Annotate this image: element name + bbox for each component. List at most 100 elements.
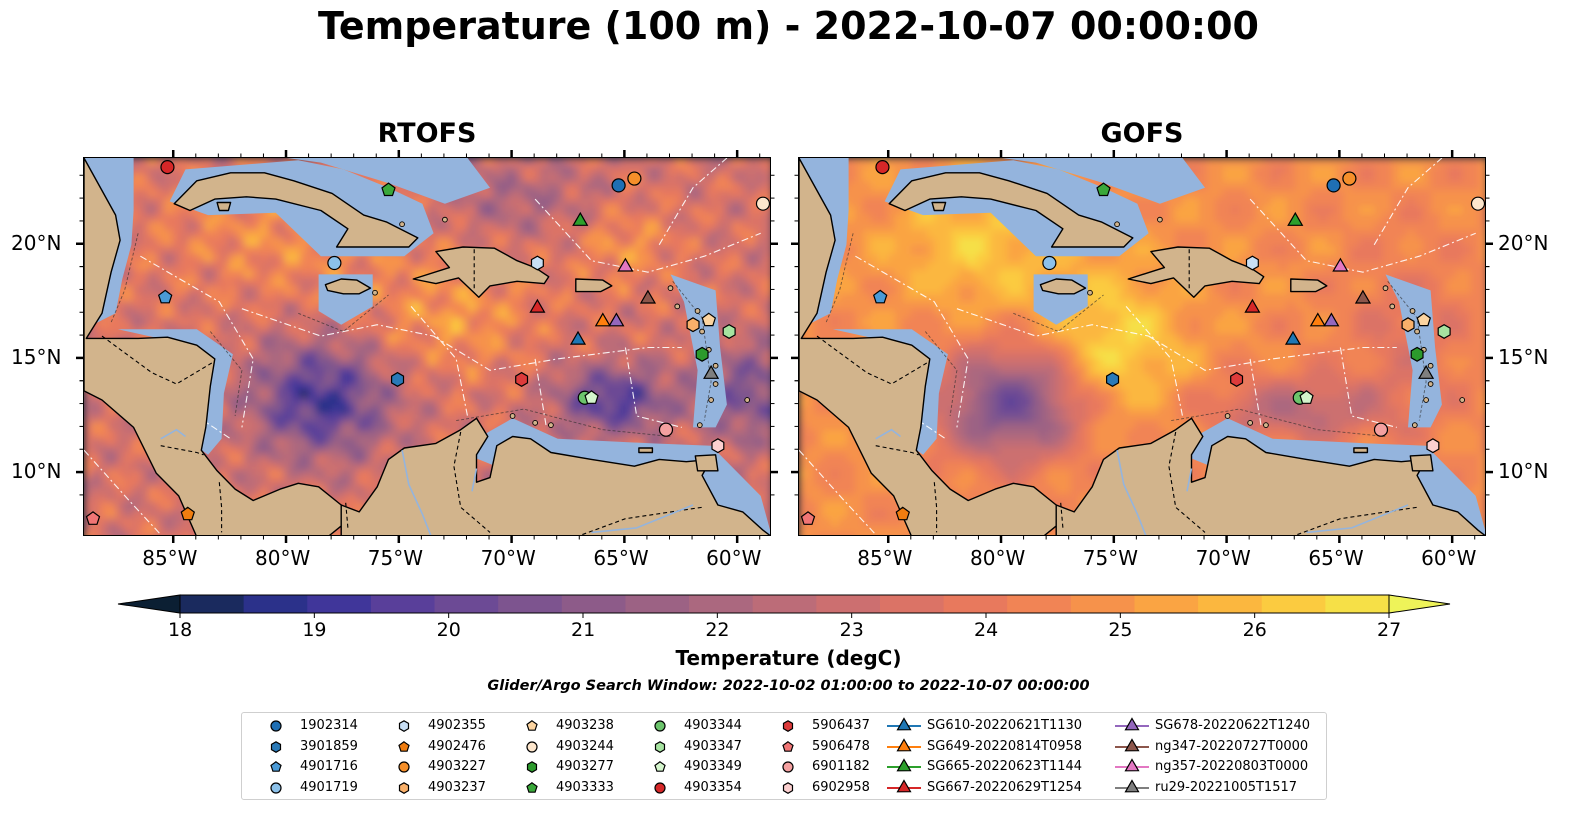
colorbar-tick-label: 26: [1242, 619, 1267, 641]
legend-marker: [526, 761, 538, 773]
lat-tick-label: 15°N: [11, 344, 62, 369]
marker-6901182: [1373, 422, 1389, 437]
lon-tick-label: 75°W: [1082, 546, 1139, 570]
lon-tick-label: 80°W: [255, 546, 311, 570]
legend-marker: [398, 761, 410, 773]
lon-tick-label: 75°W: [367, 546, 424, 570]
lon-tick-label: 65°W: [593, 546, 649, 570]
legend-marker: [398, 720, 410, 732]
colorbar-tick-label: 22: [705, 619, 730, 641]
colorbar-segment: [434, 595, 499, 613]
land-hispaniola: [412, 246, 550, 299]
land-cuba: [173, 172, 419, 248]
colorbar-segment: [1070, 595, 1136, 613]
land-central-america: [799, 158, 1066, 535]
colorbar-segment: [180, 595, 245, 613]
legend-swatch: [782, 720, 794, 732]
legend-marker: [526, 781, 538, 793]
colorbar-segment: [689, 595, 754, 613]
land-hispaniola: [1127, 246, 1265, 299]
colorbar-title: Temperature (degC): [675, 646, 902, 670]
marker-ng347-20220727T0000: [639, 289, 657, 304]
legend-label: 6901182: [812, 759, 870, 774]
marker-4903347: [722, 324, 736, 339]
legend-label: 4903347: [684, 738, 742, 754]
observation-markers: [85, 160, 770, 525]
legend-swatch: [526, 781, 538, 793]
land-margarita: [1353, 447, 1369, 454]
marker-SG665-20220623T1144: [1287, 211, 1304, 226]
legend-label: 4903349: [684, 759, 742, 774]
legend-label: SG678-20220622T1240: [1155, 718, 1311, 733]
legend-marker: [526, 740, 538, 753]
country-borders: [816, 249, 1418, 535]
marker-1902314: [611, 178, 626, 193]
marker-4903227: [1342, 171, 1357, 186]
legend-marker: [782, 761, 794, 773]
colorbar-segment: [943, 595, 1008, 613]
lat-tick-label: 20°N: [1498, 230, 1549, 255]
legend-marker: [896, 717, 912, 731]
tick-marks: [76, 150, 778, 543]
legend-swatch: [887, 758, 921, 772]
legend-marker: [654, 740, 666, 753]
marker-ng357-20220803T0000: [617, 257, 634, 272]
marker-3901859: [1106, 371, 1120, 387]
legend-marker: [654, 761, 666, 772]
legend-label: 4902476: [428, 738, 486, 754]
landmass: [84, 158, 770, 535]
colorbar-segment: [1007, 595, 1072, 613]
legend-label: SG649-20220814T0958: [927, 738, 1083, 754]
marker-4903227: [627, 171, 642, 186]
lon-tick-label: 65°W: [1308, 546, 1364, 570]
legend-marker: [270, 720, 282, 732]
legend-swatch: [887, 737, 921, 751]
marker-4901716: [157, 289, 173, 304]
legend-swatch: [782, 781, 794, 794]
colorbar-segment: [370, 595, 436, 613]
colorbar-segment: [752, 595, 817, 613]
legend-swatch: [270, 720, 282, 732]
legend-label: 4903354: [684, 779, 742, 795]
marker-5906437: [1230, 371, 1244, 387]
legend-marker: [896, 737, 912, 751]
legend-marker: [782, 720, 794, 732]
land-isla-juventud: [931, 201, 947, 212]
marker-4902355: [530, 255, 544, 271]
colorbar-tick-label: 25: [1108, 619, 1133, 641]
colorbar-segment: [1198, 595, 1263, 613]
legend-label: 4903227: [428, 759, 486, 774]
colorbar-tick-label: 27: [1377, 619, 1402, 641]
marker-ru29-20221005T1517: [703, 364, 720, 379]
marker-4902476: [180, 506, 196, 521]
legend-label: 5906437: [812, 718, 870, 733]
marker-3901859: [391, 371, 405, 387]
legend-swatch: [654, 740, 666, 753]
land-trinidad: [1409, 454, 1434, 472]
country-borders: [101, 249, 703, 535]
legend-label: 4903333: [556, 779, 614, 795]
colorbar-tick-label: 20: [436, 619, 461, 641]
map-canvas: [84, 158, 770, 535]
lat-tick-label: 10°N: [11, 459, 62, 484]
marker-4903349: [584, 390, 599, 404]
marker-SG649-20220814T0958: [1309, 312, 1326, 327]
legend-marker: [1124, 737, 1140, 751]
legend-marker: [1124, 717, 1140, 731]
map-rtofs: [83, 157, 771, 536]
land-cuba: [888, 172, 1134, 248]
legend-label: SG665-20220623T1144: [927, 759, 1083, 774]
legend: 1902314 3901859 4901716 4901719 4902355 49024…: [241, 712, 1327, 800]
colorbar-segment: [243, 595, 308, 613]
marker-SG667-20220629T1254: [529, 298, 546, 313]
legend-swatch: [654, 720, 666, 732]
marker-6902958: [711, 438, 725, 454]
land-trinidad: [694, 454, 719, 472]
legend-label: 1902314: [300, 718, 358, 733]
legend-marker: [1124, 758, 1140, 772]
land-puerto-rico: [575, 278, 613, 293]
legend-marker: [896, 778, 912, 792]
marker-4903244: [755, 196, 770, 211]
marker-4903237: [1401, 317, 1415, 333]
marker-4901719: [327, 255, 342, 271]
